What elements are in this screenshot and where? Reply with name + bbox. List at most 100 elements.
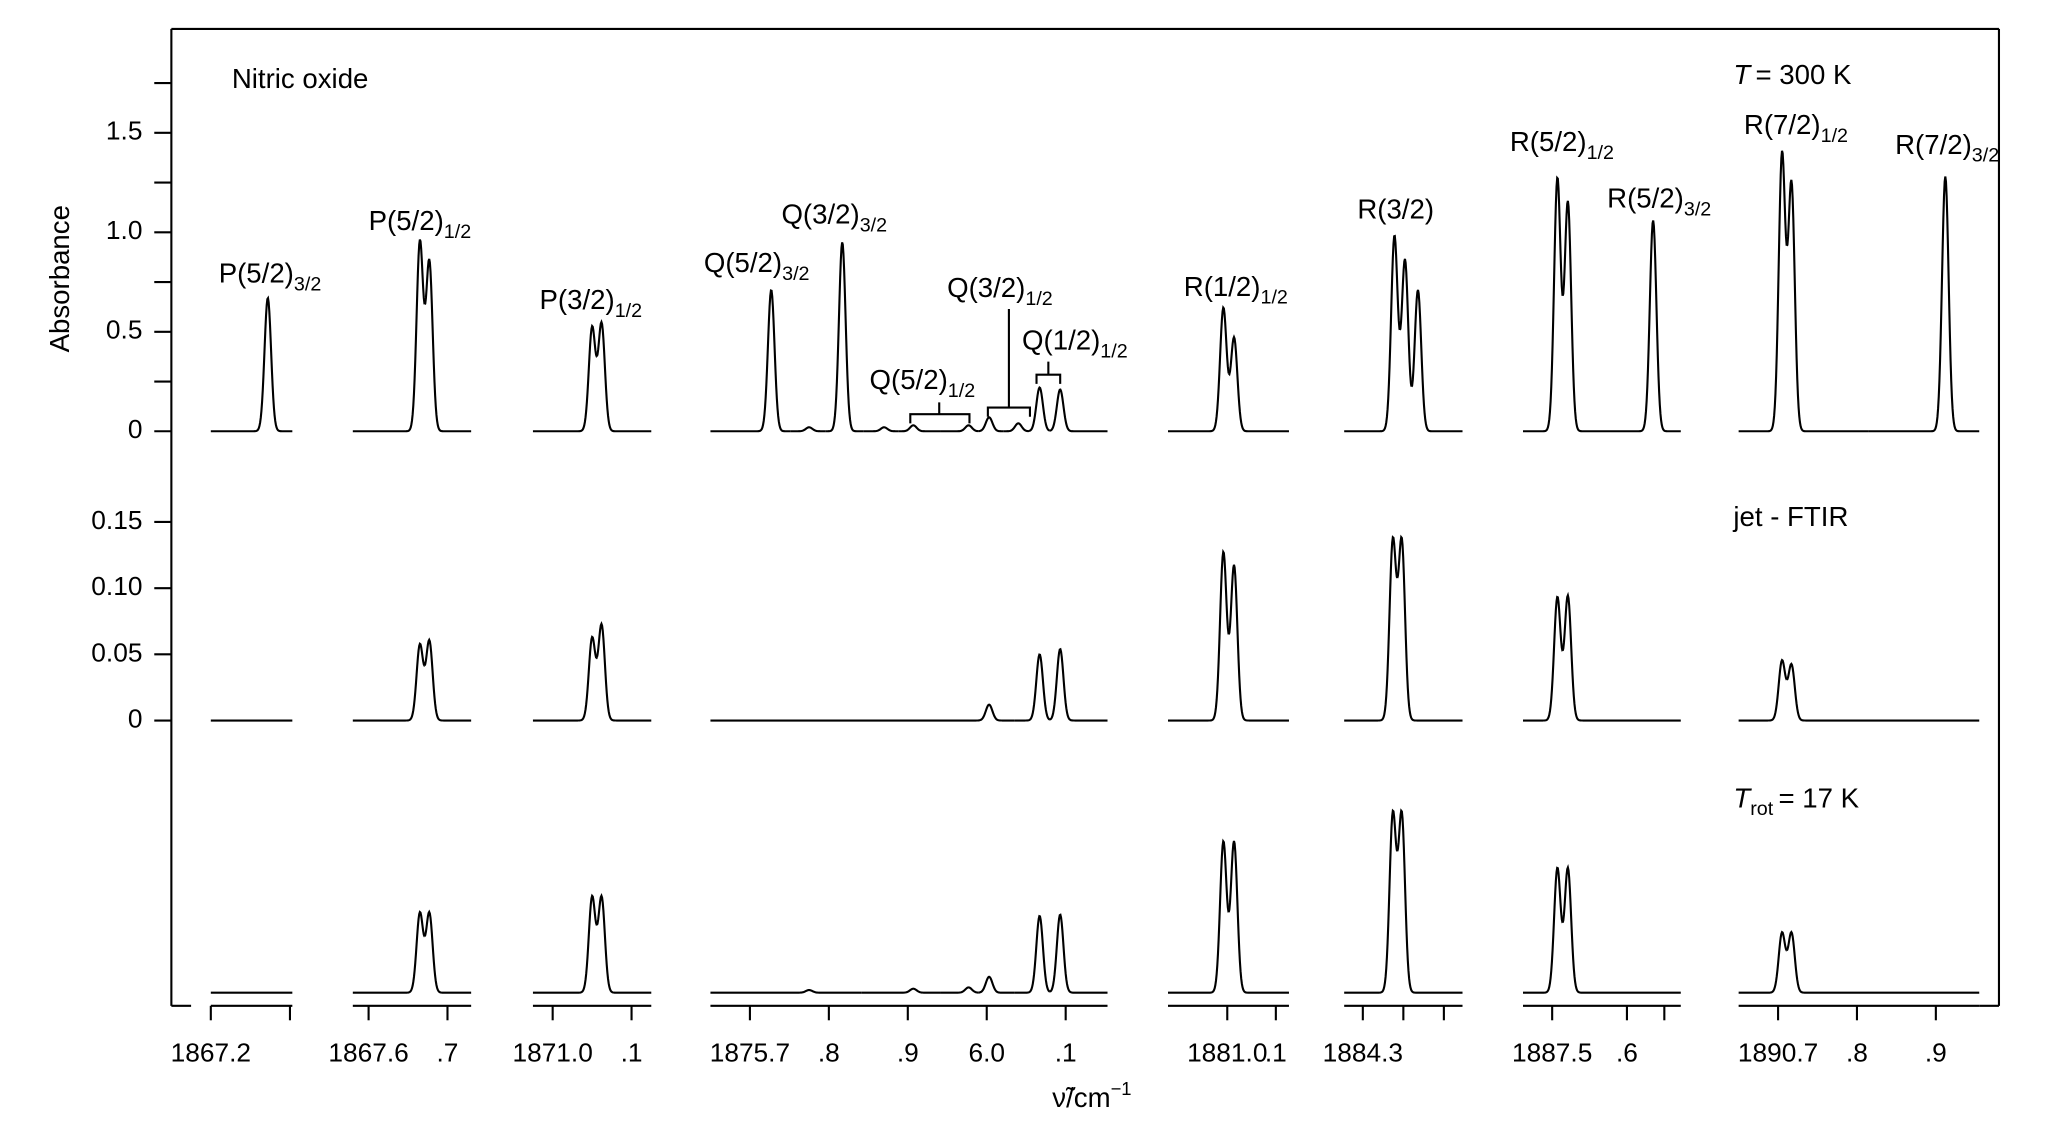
spectrum-peak xyxy=(825,242,864,433)
spectrum-peak xyxy=(423,909,472,994)
spectrum-peak xyxy=(532,635,598,722)
spectrum-peak xyxy=(352,239,426,433)
peak-label-text: P(3/2) xyxy=(540,284,615,315)
peak-label: R(7/2)3/2 xyxy=(1895,129,1999,167)
y-tick-label: 0 xyxy=(128,414,143,444)
spectrum-peak xyxy=(595,318,652,433)
spectrum-peak xyxy=(1523,595,1564,722)
x-tick-label: 1890.7 xyxy=(1738,1037,1818,1067)
peak-label-text: Q(3/2) xyxy=(947,272,1025,303)
y-tick-label: 1.5 xyxy=(106,116,143,146)
spectrum-peak xyxy=(1168,838,1230,994)
chart-title: Nitric oxide xyxy=(232,63,369,94)
y-tick-label: 0.15 xyxy=(91,505,142,535)
spectrum-peak xyxy=(1014,914,1051,994)
x-tick-label: .7 xyxy=(437,1037,459,1067)
spectrum-peak xyxy=(1398,258,1413,387)
spectrum-peak xyxy=(1049,647,1108,722)
peak-label: R(5/2)3/2 xyxy=(1607,183,1711,221)
x-tick-label: 1867.6 xyxy=(328,1037,408,1067)
spectrum-peak xyxy=(595,892,652,994)
spectrum-peak xyxy=(1396,534,1463,722)
peak-label-text: R(5/2) xyxy=(1607,183,1684,214)
x-tick-label: .1 xyxy=(1055,1037,1077,1067)
x-tick-label: .8 xyxy=(1846,1037,1868,1067)
spectrum-peak xyxy=(978,975,1015,994)
spectrum-peak xyxy=(352,642,426,722)
spectrum-peak xyxy=(1227,840,1289,994)
peak-label-sub: 1/2 xyxy=(948,380,975,402)
x-axis-label-text: ν̃/cm xyxy=(1052,1082,1110,1113)
spectrum-peak xyxy=(1227,564,1289,722)
spectrum-peak xyxy=(861,987,941,994)
panel-label-symbol: T xyxy=(1733,59,1752,90)
peak-label-text: Q(1/2) xyxy=(1022,325,1100,356)
spectrum-peak xyxy=(790,426,826,433)
spectrum-peak xyxy=(898,424,941,433)
peak-label-text: P(5/2) xyxy=(369,205,444,236)
peak-label: Q(5/2)3/2 xyxy=(704,247,810,285)
x-tick-label: .9 xyxy=(1925,1037,1947,1067)
spectrum-peak xyxy=(1014,653,1051,722)
spectrum-peak xyxy=(1786,662,1980,722)
spectrum-peak xyxy=(595,620,652,722)
spectrum-peak xyxy=(1561,863,1681,994)
x-axis-label-sup: −1 xyxy=(1111,1078,1132,1099)
peak-label-text: R(1/2) xyxy=(1184,271,1261,302)
spectrum-peak xyxy=(1523,175,1564,433)
spectrum-peak xyxy=(710,703,1015,722)
peak-label: Q(3/2)1/2 xyxy=(947,272,1053,310)
peak-label-sub: 3/2 xyxy=(1972,145,1999,167)
peak-label-sub: 1/2 xyxy=(1100,341,1127,363)
x-axis-label: ν̃/cm−1 xyxy=(1052,1078,1131,1113)
peak-label-sub: 1/2 xyxy=(615,300,642,322)
peak-label: R(3/2) xyxy=(1357,193,1434,224)
spectrum-peak xyxy=(1738,930,1788,994)
peak-label: Q(5/2)1/2 xyxy=(870,364,976,402)
peak-label-text: Q(3/2) xyxy=(781,199,859,230)
spectrum-peak xyxy=(1410,289,1463,433)
spectrum-peak xyxy=(1344,808,1399,994)
spectrum-peak xyxy=(1738,150,1788,433)
peak-label-sub: 1/2 xyxy=(1260,287,1287,309)
y-tick-label: 0.5 xyxy=(106,315,143,345)
peak-label: R(7/2)1/2 xyxy=(1744,109,1848,147)
spectrum-peak xyxy=(423,637,472,722)
spectrum-peak xyxy=(1785,930,1980,994)
x-tick-label: 1875.7 xyxy=(710,1037,790,1067)
spectrum-peak xyxy=(1561,591,1681,722)
x-tick-label: 1871.0 xyxy=(512,1037,592,1067)
x-tick-label: 1884.3 xyxy=(1323,1037,1403,1067)
spectrum-peak xyxy=(863,426,899,433)
peak-label: P(5/2)1/2 xyxy=(369,205,472,243)
spectrum-peak xyxy=(1227,334,1289,433)
peak-label-sub: 3/2 xyxy=(294,274,321,296)
peak-label-sub: 1/2 xyxy=(444,221,471,243)
spectrum-peak xyxy=(1738,658,1788,722)
peak-label-text: R(3/2) xyxy=(1357,193,1434,224)
peak-label-sub: 3/2 xyxy=(782,263,809,285)
panel-label-symbol: T xyxy=(1733,782,1752,813)
peak-label: P(5/2)3/2 xyxy=(219,258,322,296)
spectrum-peak xyxy=(1344,535,1399,722)
bracket xyxy=(909,402,971,424)
spectrum-peak xyxy=(1344,234,1401,433)
peak-label: R(5/2)1/2 xyxy=(1510,126,1614,164)
x-tick-label: .8 xyxy=(818,1037,840,1067)
spectrum-peak xyxy=(940,986,979,994)
panel-label-sub: rot xyxy=(1750,798,1774,820)
spectrum-peak xyxy=(1610,220,1681,433)
spectrum-peak xyxy=(1523,866,1564,994)
spectrum-peak xyxy=(1785,179,1869,433)
spectrum-peak xyxy=(710,289,791,433)
bracket xyxy=(1035,361,1062,384)
spectrum-peak xyxy=(352,910,426,994)
spectrum-peak xyxy=(710,988,862,994)
y-tick-label: 0.05 xyxy=(91,637,142,667)
spectrum-peak xyxy=(532,893,598,994)
x-tick-label: 1881.0 xyxy=(1187,1037,1267,1067)
peak-label-text: R(7/2) xyxy=(1744,109,1821,140)
spectrum-peak xyxy=(1049,913,1108,994)
